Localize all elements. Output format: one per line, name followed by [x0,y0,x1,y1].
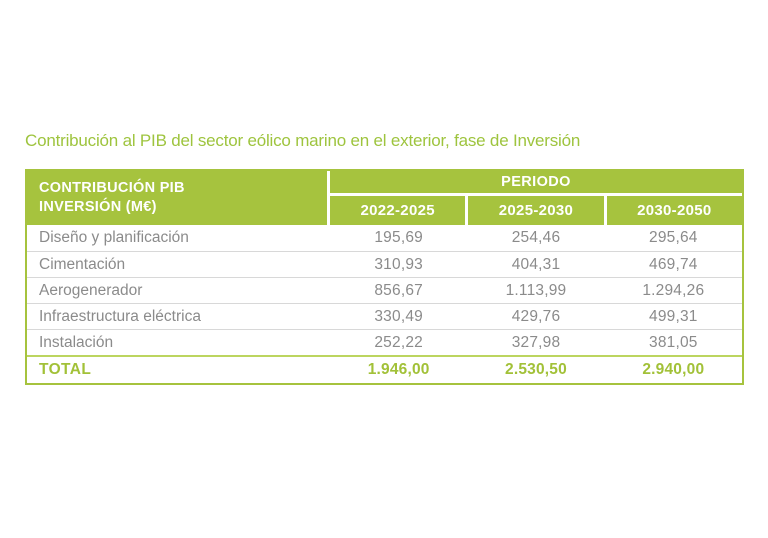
period-column-header-2030-2050: 2030-2050 [603,196,742,225]
row-value-col2: 254,46 [511,229,561,246]
row-value-col1: 195,69 [374,229,423,246]
row-label: Cimentación [39,255,126,273]
row-value-col3: 499,31 [649,307,698,325]
table-row: Cimentación 310,93 404,31 469,74 [27,251,742,277]
corner-header-line2: INVERSIÓN (M€) [39,199,157,215]
page-title: Contribución al PIB del sector eólico ma… [25,131,581,150]
row-label: Diseño y planificación [39,229,189,246]
total-value-2025-2030: 2.530,50 [505,361,567,378]
total-row: TOTAL 1.946,00 2.530,50 2.940,00 [27,355,742,383]
total-label: TOTAL [39,361,92,378]
row-value-col1: 330,49 [374,307,423,325]
data-table: CONTRIBUCIÓN PIB INVERSIÓN (M€) PERIODO … [25,169,744,385]
table-body: Diseño y planificación 195,69 254,46 295,64… [27,225,742,355]
row-value-col2: 1.113,99 [505,281,567,299]
row-value-col1: 252,22 [374,333,423,351]
row-value-col2: 429,76 [511,307,561,325]
period-columns-row: 2022-2025 2025-2030 2030-2050 [330,196,742,225]
total-value-2022-2025: 1.946,00 [367,361,430,378]
row-label: Infraestructura eléctrica [39,307,201,325]
total-value-2030-2050: 2.940,00 [642,361,705,378]
row-value-col1: 856,67 [374,281,423,299]
row-value-col2: 404,31 [511,255,561,273]
row-value-col3: 381,05 [649,333,698,351]
row-label: Aerogenerador [39,281,143,299]
row-value-col3: 469,74 [649,255,698,273]
period-column-header-2022-2025: 2022-2025 [360,202,435,219]
table-header: CONTRIBUCIÓN PIB INVERSIÓN (M€) PERIODO … [27,171,742,225]
table-row: Aerogenerador 856,67 1.113,99 1.294,26 [27,277,742,303]
table-row: Instalación 252,22 327,98 381,05 [27,329,742,355]
row-value-col3: 1.294,26 [642,281,705,299]
row-value-col2: 327,98 [511,333,561,351]
table-row: Infraestructura eléctrica 330,49 429,76 499… [27,303,742,329]
corner-header: CONTRIBUCIÓN PIB INVERSIÓN (M€) [27,171,330,225]
table-row: Diseño y planificación 195,69 254,46 295,64 [27,225,742,251]
row-label: Instalación [39,333,114,351]
corner-header-line1: CONTRIBUCIÓN PIB [39,180,185,196]
period-group-header: PERIODO [330,171,742,196]
row-value-col1: 310,93 [374,255,423,273]
row-value-col3: 295,64 [649,229,698,246]
period-header-area: PERIODO 2022-2025 2025-2030 2030-2050 [330,171,742,225]
period-column-header-2025-2030: 2025-2030 [465,196,603,225]
